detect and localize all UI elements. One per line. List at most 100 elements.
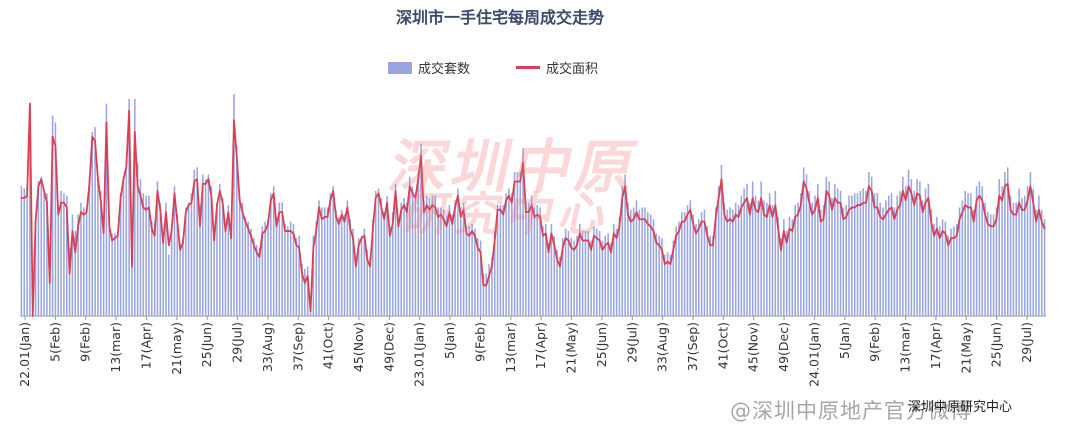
bar-units[interactable]	[953, 226, 955, 316]
bar-units[interactable]	[930, 209, 932, 316]
bar-units[interactable]	[1009, 195, 1012, 316]
bar-units[interactable]	[267, 219, 269, 316]
bar-units[interactable]	[780, 238, 782, 316]
bar-units[interactable]	[105, 103, 108, 316]
bar-units[interactable]	[479, 240, 482, 316]
bar-units[interactable]	[253, 238, 255, 316]
bar-units[interactable]	[264, 221, 266, 316]
bar-units[interactable]	[593, 226, 595, 316]
bar-units[interactable]	[681, 212, 683, 316]
bar-units[interactable]	[29, 108, 31, 316]
bar-units[interactable]	[527, 202, 530, 316]
bar-units[interactable]	[459, 207, 462, 316]
bar-units[interactable]	[202, 174, 204, 316]
bar-units[interactable]	[814, 195, 816, 316]
bar-units[interactable]	[717, 186, 720, 316]
bar-units[interactable]	[284, 223, 286, 316]
bar-units[interactable]	[760, 181, 762, 316]
bar-units[interactable]	[947, 235, 949, 316]
bar-units[interactable]	[1023, 195, 1026, 316]
bar-units[interactable]	[737, 205, 740, 316]
bar-units[interactable]	[831, 198, 833, 316]
bar-units[interactable]	[927, 183, 930, 316]
bar-units[interactable]	[550, 223, 553, 316]
bar-units[interactable]	[627, 202, 629, 316]
bar-units[interactable]	[40, 176, 43, 316]
bar-units[interactable]	[561, 238, 564, 316]
bar-units[interactable]	[65, 195, 68, 316]
bar-units[interactable]	[669, 254, 672, 316]
bar-units[interactable]	[465, 226, 468, 316]
bar-units[interactable]	[20, 186, 23, 316]
bar-units[interactable]	[647, 212, 649, 316]
bar-units[interactable]	[499, 205, 502, 316]
bar-units[interactable]	[100, 190, 102, 316]
bar-units[interactable]	[321, 207, 323, 316]
bar-units[interactable]	[715, 207, 717, 316]
bar-units[interactable]	[1015, 202, 1018, 316]
bar-units[interactable]	[241, 202, 244, 316]
bar-units[interactable]	[916, 179, 918, 316]
bar-units[interactable]	[394, 183, 397, 316]
bar-units[interactable]	[312, 235, 315, 316]
bar-units[interactable]	[754, 195, 757, 316]
bar-units[interactable]	[944, 221, 947, 316]
bar-units[interactable]	[496, 205, 499, 316]
bar-units[interactable]	[159, 202, 162, 316]
bar-units[interactable]	[910, 179, 913, 316]
bar-units[interactable]	[374, 190, 377, 316]
bar-units[interactable]	[842, 207, 845, 316]
bar-units[interactable]	[907, 169, 910, 316]
bar-units[interactable]	[247, 221, 249, 316]
bar-units[interactable]	[340, 209, 343, 316]
bar-units[interactable]	[82, 207, 85, 316]
bar-units[interactable]	[1038, 195, 1040, 316]
bar-units[interactable]	[233, 94, 235, 316]
bar-units[interactable]	[961, 200, 964, 316]
bar-units[interactable]	[630, 209, 632, 316]
bar-units[interactable]	[119, 193, 122, 316]
bar-units[interactable]	[23, 188, 26, 316]
bar-units[interactable]	[621, 186, 624, 316]
bar-units[interactable]	[1006, 167, 1009, 316]
bar-units[interactable]	[77, 214, 79, 316]
bar-units[interactable]	[896, 195, 898, 316]
bar-units[interactable]	[417, 172, 419, 316]
bar-units[interactable]	[862, 188, 864, 316]
bar-units[interactable]	[570, 238, 573, 316]
bar-units[interactable]	[102, 233, 105, 316]
bar-units[interactable]	[34, 226, 37, 316]
bar-units[interactable]	[802, 167, 805, 316]
bar-units[interactable]	[936, 216, 938, 316]
bar-units[interactable]	[989, 214, 992, 316]
bar-units[interactable]	[873, 193, 876, 316]
bar-units[interactable]	[304, 268, 306, 316]
bar-units[interactable]	[468, 226, 471, 316]
bar-units[interactable]	[162, 235, 164, 316]
bar-units[interactable]	[250, 228, 252, 316]
bar-units[interactable]	[383, 212, 385, 316]
bar-units[interactable]	[74, 231, 77, 316]
bar-units[interactable]	[955, 223, 958, 316]
bar-units[interactable]	[338, 216, 340, 316]
legend-item-area[interactable]: 成交面积	[516, 58, 598, 77]
bar-units[interactable]	[638, 209, 641, 316]
bar-units[interactable]	[179, 242, 181, 316]
bar-units[interactable]	[346, 200, 349, 316]
bar-units[interactable]	[151, 221, 153, 316]
bar-units[interactable]	[882, 207, 884, 316]
bar-units[interactable]	[791, 219, 794, 316]
bar-units[interactable]	[1018, 188, 1020, 316]
bar-units[interactable]	[357, 238, 360, 316]
bar-units[interactable]	[904, 186, 907, 316]
bar-units[interactable]	[301, 264, 303, 316]
bar-units[interactable]	[785, 231, 788, 316]
bar-units[interactable]	[845, 205, 847, 316]
bar-units[interactable]	[261, 226, 264, 316]
bar-units[interactable]	[224, 223, 227, 316]
bar-units[interactable]	[868, 172, 870, 316]
bar-units[interactable]	[987, 212, 989, 316]
bar-units[interactable]	[485, 273, 488, 316]
bar-units[interactable]	[768, 193, 771, 316]
bar-units[interactable]	[287, 226, 289, 316]
